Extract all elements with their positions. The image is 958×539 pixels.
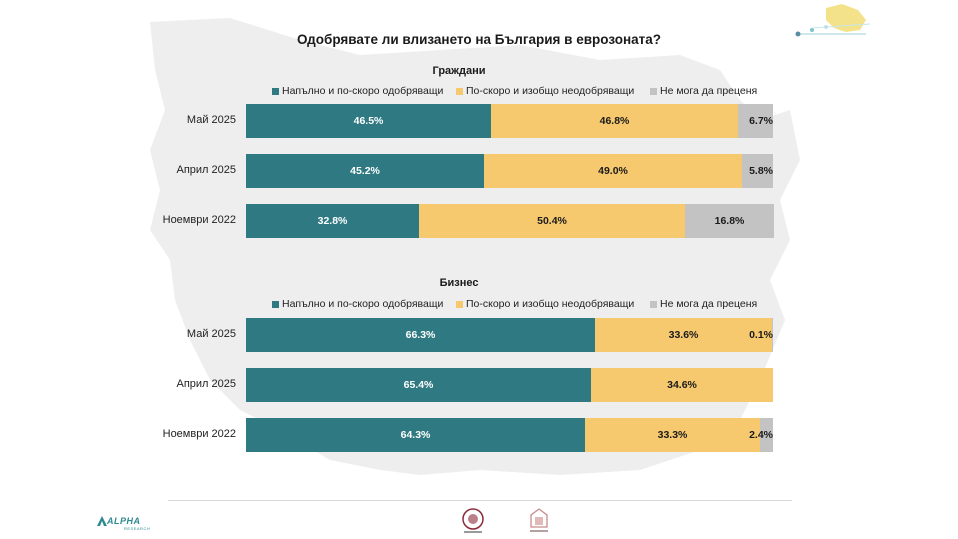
bar-segment-disapprove: 34.6% xyxy=(591,368,773,402)
legend-item-unsure: Не мога да преценя xyxy=(650,85,757,97)
bar-segment-unsure xyxy=(772,318,773,352)
legend-swatch-approve xyxy=(272,300,279,308)
data-label: 65.4% xyxy=(403,379,434,391)
legend-label-approve: Напълно и по-скоро одобряващи xyxy=(282,298,444,310)
bar-segment-approve: 32.8% xyxy=(246,204,419,238)
alpha-research-logo-sub: RESEARCH xyxy=(124,526,151,531)
data-label: 46.8% xyxy=(599,115,630,127)
data-label: 46.5% xyxy=(353,115,384,127)
legend-swatch-disapprove xyxy=(456,87,463,95)
data-label: 34.6% xyxy=(667,379,697,391)
page-title: Одобрявате ли влизането на България в ев… xyxy=(297,32,661,47)
bar-segment-disapprove: 46.8% xyxy=(491,104,738,138)
legend-label-unsure: Не мога да преценя xyxy=(660,298,758,310)
category-label: Май 2025 xyxy=(186,114,236,126)
data-label: 49.0% xyxy=(598,165,628,177)
bar-segment-approve: 64.3% xyxy=(246,418,585,452)
legend-label-unsure: Не мога да преценя xyxy=(660,85,758,97)
alpha-research-logo: ALPHA xyxy=(107,516,141,526)
category-label: Април 2025 xyxy=(176,164,236,176)
chart-title-1: Граждани xyxy=(432,65,486,77)
bar-segment-disapprove: 49.0% xyxy=(484,154,742,188)
bar-segment-approve: 66.3% xyxy=(246,318,595,352)
legend-item-unsure: Не мога да преценя xyxy=(650,298,757,310)
bar-segment-disapprove: 33.6% xyxy=(595,318,772,352)
bar-segment-approve: 65.4% xyxy=(246,368,591,402)
bar-segment-unsure xyxy=(760,418,773,452)
category-label: Ноември 2022 xyxy=(162,428,236,440)
ministry-of-finance-seal-icon xyxy=(462,508,484,533)
data-label: 32.8% xyxy=(317,215,348,227)
data-label: 5.8% xyxy=(749,165,773,177)
bar-segment-unsure xyxy=(685,204,774,238)
category-label: Април 2025 xyxy=(176,378,236,390)
bar-segment-disapprove: 33.3% xyxy=(585,418,760,452)
data-label: 45.2% xyxy=(350,165,380,177)
legend-swatch-disapprove xyxy=(456,300,463,308)
alpha-research-logo-icon xyxy=(97,516,107,526)
data-label-wrapper: 2.4% xyxy=(713,418,773,452)
data-label: 33.6% xyxy=(668,329,699,341)
legend-label-approve: Напълно и по-скоро одобряващи xyxy=(282,85,444,97)
bar-segment-approve: 46.5% xyxy=(246,104,491,138)
data-label: 50.4% xyxy=(537,215,567,227)
bar-segment-unsure xyxy=(742,154,773,188)
legend-swatch-unsure xyxy=(650,87,657,95)
data-label: 6.7% xyxy=(749,115,773,127)
legend-item-approve: Напълно и по-скоро одобряващи xyxy=(272,298,443,310)
data-label-wrapper: 16.8% xyxy=(685,204,774,238)
data-label: 64.3% xyxy=(400,429,431,441)
data-label: 66.3% xyxy=(405,329,436,341)
data-label-wrapper: 0.1% xyxy=(713,318,773,352)
legend-swatch-unsure xyxy=(650,300,657,308)
legend-item-disapprove: По-скоро и изобщо неодобряващи xyxy=(456,298,634,310)
category-label: Май 2025 xyxy=(186,328,236,340)
footer-divider xyxy=(168,500,792,501)
bulgaria-outline-icon xyxy=(826,4,866,32)
legend-swatch-approve xyxy=(272,87,279,95)
data-label: 33.3% xyxy=(657,429,688,441)
legend-item-approve: Напълно и по-скоро одобряващи xyxy=(272,85,443,97)
bar-segment-approve: 45.2% xyxy=(246,154,484,188)
bar-segment-disapprove: 50.4% xyxy=(419,204,685,238)
legend-label-disapprove: По-скоро и изобщо неодобряващи xyxy=(466,85,635,97)
legend-label-disapprove: По-скоро и изобщо неодобряващи xyxy=(466,298,635,310)
bulgarian-national-bank-seal-icon xyxy=(530,508,548,532)
data-label: 16.8% xyxy=(714,215,745,227)
data-label: 2.4% xyxy=(749,429,773,441)
data-label-wrapper: 5.8% xyxy=(713,154,773,188)
category-label: Ноември 2022 xyxy=(162,214,236,226)
data-label: 0.1% xyxy=(749,329,773,341)
legend-item-disapprove: По-скоро и изобщо неодобряващи xyxy=(456,85,634,97)
chart-title-2: Бизнес xyxy=(439,277,479,289)
data-label-wrapper: 6.7% xyxy=(713,104,773,138)
bar-segment-unsure xyxy=(738,104,773,138)
